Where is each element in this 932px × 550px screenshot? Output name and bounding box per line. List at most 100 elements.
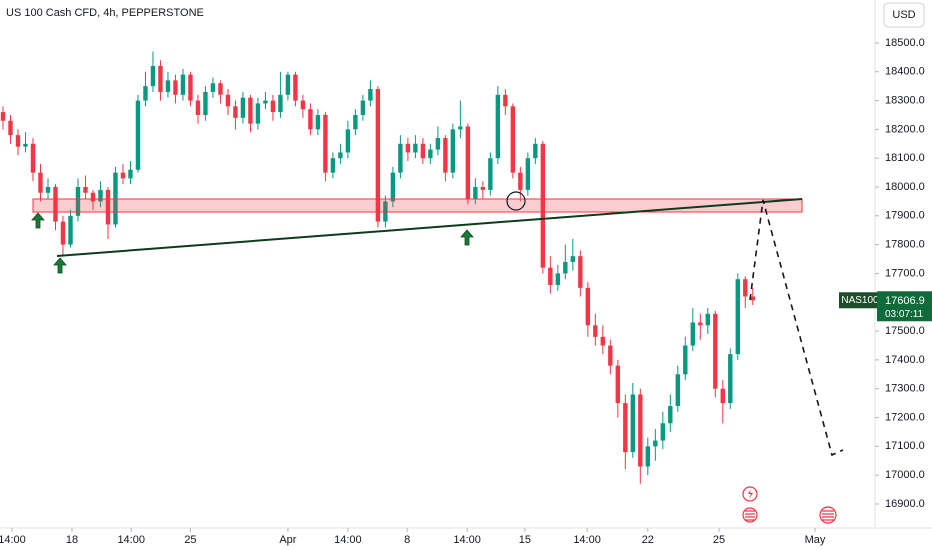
candle-body [210, 83, 216, 92]
candle-body [353, 114, 358, 130]
candle-body [578, 256, 583, 288]
candle-body [120, 172, 126, 179]
currency-label: USD [892, 9, 915, 21]
candle-body [90, 192, 96, 202]
candle-body [600, 336, 606, 346]
candle-body [23, 143, 28, 147]
candle-body [450, 129, 456, 173]
x-tick-label: 14:00 [453, 534, 481, 546]
candle-body [525, 158, 531, 190]
y-tick-label: 17500.0 [885, 325, 925, 337]
x-tick-label: 8 [404, 534, 410, 546]
candle-body [743, 279, 748, 297]
candle-body [563, 261, 568, 274]
candle-body [593, 325, 598, 337]
price-label: 17606.9 [885, 295, 925, 307]
candle-body [68, 215, 73, 245]
candle-body [165, 80, 171, 92]
candle-body [45, 187, 51, 193]
candle-body [308, 109, 313, 130]
candle-body [465, 126, 471, 199]
y-tick-label: 17900.0 [885, 210, 925, 222]
candle-body [728, 354, 733, 404]
candle-body [203, 91, 208, 115]
event-icons [742, 486, 837, 524]
lightning [748, 489, 753, 499]
candle-body [38, 172, 43, 193]
candle-body [623, 403, 628, 453]
candle-body [143, 86, 148, 101]
y-tick-label: 18000.0 [885, 181, 925, 193]
candle-body [428, 149, 433, 159]
symbol-label-box [839, 292, 881, 309]
candle-body [105, 189, 111, 225]
candle-body [540, 143, 546, 268]
currency-button[interactable] [883, 2, 925, 28]
candle-body [240, 97, 246, 118]
candle-body [60, 221, 66, 245]
y-tick-label: 18300.0 [885, 94, 925, 106]
y-tick-label: 17100.0 [885, 440, 925, 452]
candle-body [345, 129, 351, 153]
x-tick-label: 25 [184, 534, 196, 546]
candle-body [683, 345, 688, 375]
countdown-label: 03:07:11 [885, 309, 924, 320]
candle-body [458, 126, 463, 130]
candle-body [420, 143, 426, 159]
candle-body [195, 100, 201, 115]
candle-body [233, 106, 238, 118]
x-tick-label: 14:00 [0, 534, 26, 546]
candle-body [705, 313, 710, 326]
candle-body [435, 138, 441, 150]
candle-body [300, 100, 306, 110]
candle-body [255, 103, 261, 124]
candle-body [285, 74, 291, 95]
candle-body [668, 405, 673, 424]
y-tick-label: 18500.0 [885, 37, 925, 49]
candle-body [405, 143, 411, 153]
candle-body [653, 440, 658, 447]
price-label-box [877, 291, 932, 322]
candle-body [638, 394, 643, 467]
candle-body [645, 446, 651, 467]
candle-body [660, 423, 666, 441]
candle-body [495, 94, 501, 159]
candle-body [8, 120, 13, 136]
candle-body [158, 65, 163, 92]
chart-title: US 100 Cash CFD, 4h, PEPPERSTONE [6, 7, 204, 19]
candle-body [98, 189, 103, 202]
candle-body [83, 187, 88, 193]
flag-stripes [822, 510, 834, 521]
flag-stripes [745, 510, 755, 521]
candle-body [390, 172, 396, 202]
x-tick-label: May [805, 534, 826, 546]
y-tick-label: 18200.0 [885, 123, 925, 135]
symbol-label: NAS100 [841, 295, 879, 306]
y-tick-label: 17200.0 [885, 411, 925, 423]
up-arrow [460, 229, 474, 246]
candle-body [713, 313, 718, 389]
candle-body [398, 143, 403, 173]
x-tick-label: 15 [519, 534, 531, 546]
y-tick-label: 17300.0 [885, 383, 925, 395]
candle-body [608, 345, 613, 366]
candle-body [15, 135, 21, 147]
candle-body [330, 158, 336, 173]
candle-body [128, 169, 133, 179]
candle-body [518, 172, 523, 190]
resistance-zone [32, 198, 803, 213]
arrows [31, 212, 474, 274]
y-tick-label: 17400.0 [885, 354, 925, 366]
candle-body [480, 187, 486, 190]
candle-body [293, 74, 298, 101]
candle-body [338, 152, 343, 159]
candle-body [368, 89, 373, 101]
candle-body [675, 374, 681, 406]
trend-line [56, 198, 803, 257]
candle-body [570, 256, 576, 262]
candle-body [150, 65, 156, 87]
candle-body [218, 83, 223, 95]
candle-body [503, 94, 508, 107]
